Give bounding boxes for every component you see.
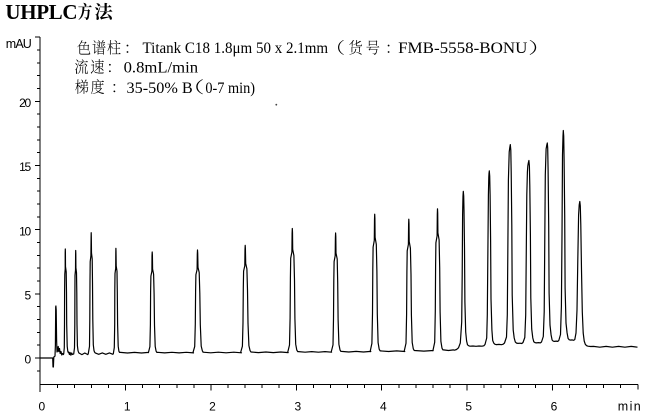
svg-text:0.8mL/min: 0.8mL/min (124, 60, 199, 77)
svg-text:10: 10 (19, 224, 31, 238)
svg-text:5: 5 (465, 400, 472, 414)
svg-text:3: 3 (295, 400, 302, 414)
svg-text:UHPLC: UHPLC (5, 0, 77, 24)
svg-text:1: 1 (124, 400, 131, 414)
svg-text:35-50% B: 35-50% B (127, 80, 193, 97)
svg-text:FMB-5558-BONU: FMB-5558-BONU (398, 40, 527, 57)
svg-text:0-7 min): 0-7 min) (205, 80, 255, 97)
svg-text:6: 6 (551, 400, 558, 414)
svg-text:20: 20 (19, 96, 31, 110)
svg-text:15: 15 (19, 160, 31, 174)
svg-text:mAU: mAU (6, 37, 32, 51)
svg-text:0: 0 (38, 400, 45, 414)
svg-text:4: 4 (380, 400, 387, 414)
svg-text:2: 2 (209, 400, 216, 414)
svg-text:0: 0 (25, 353, 32, 367)
svg-text:Titank C18 1.8μm 50 x 2.1mm: Titank C18 1.8μm 50 x 2.1mm (143, 40, 329, 57)
svg-text:5: 5 (25, 289, 32, 303)
svg-text:min: min (618, 400, 641, 414)
